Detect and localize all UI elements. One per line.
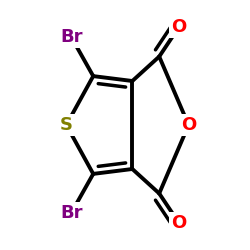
Text: Br: Br — [60, 204, 82, 222]
Text: S: S — [60, 116, 73, 134]
Text: Br: Br — [60, 28, 82, 46]
Text: O: O — [171, 214, 186, 232]
Text: O: O — [171, 18, 186, 36]
Text: O: O — [181, 116, 196, 134]
